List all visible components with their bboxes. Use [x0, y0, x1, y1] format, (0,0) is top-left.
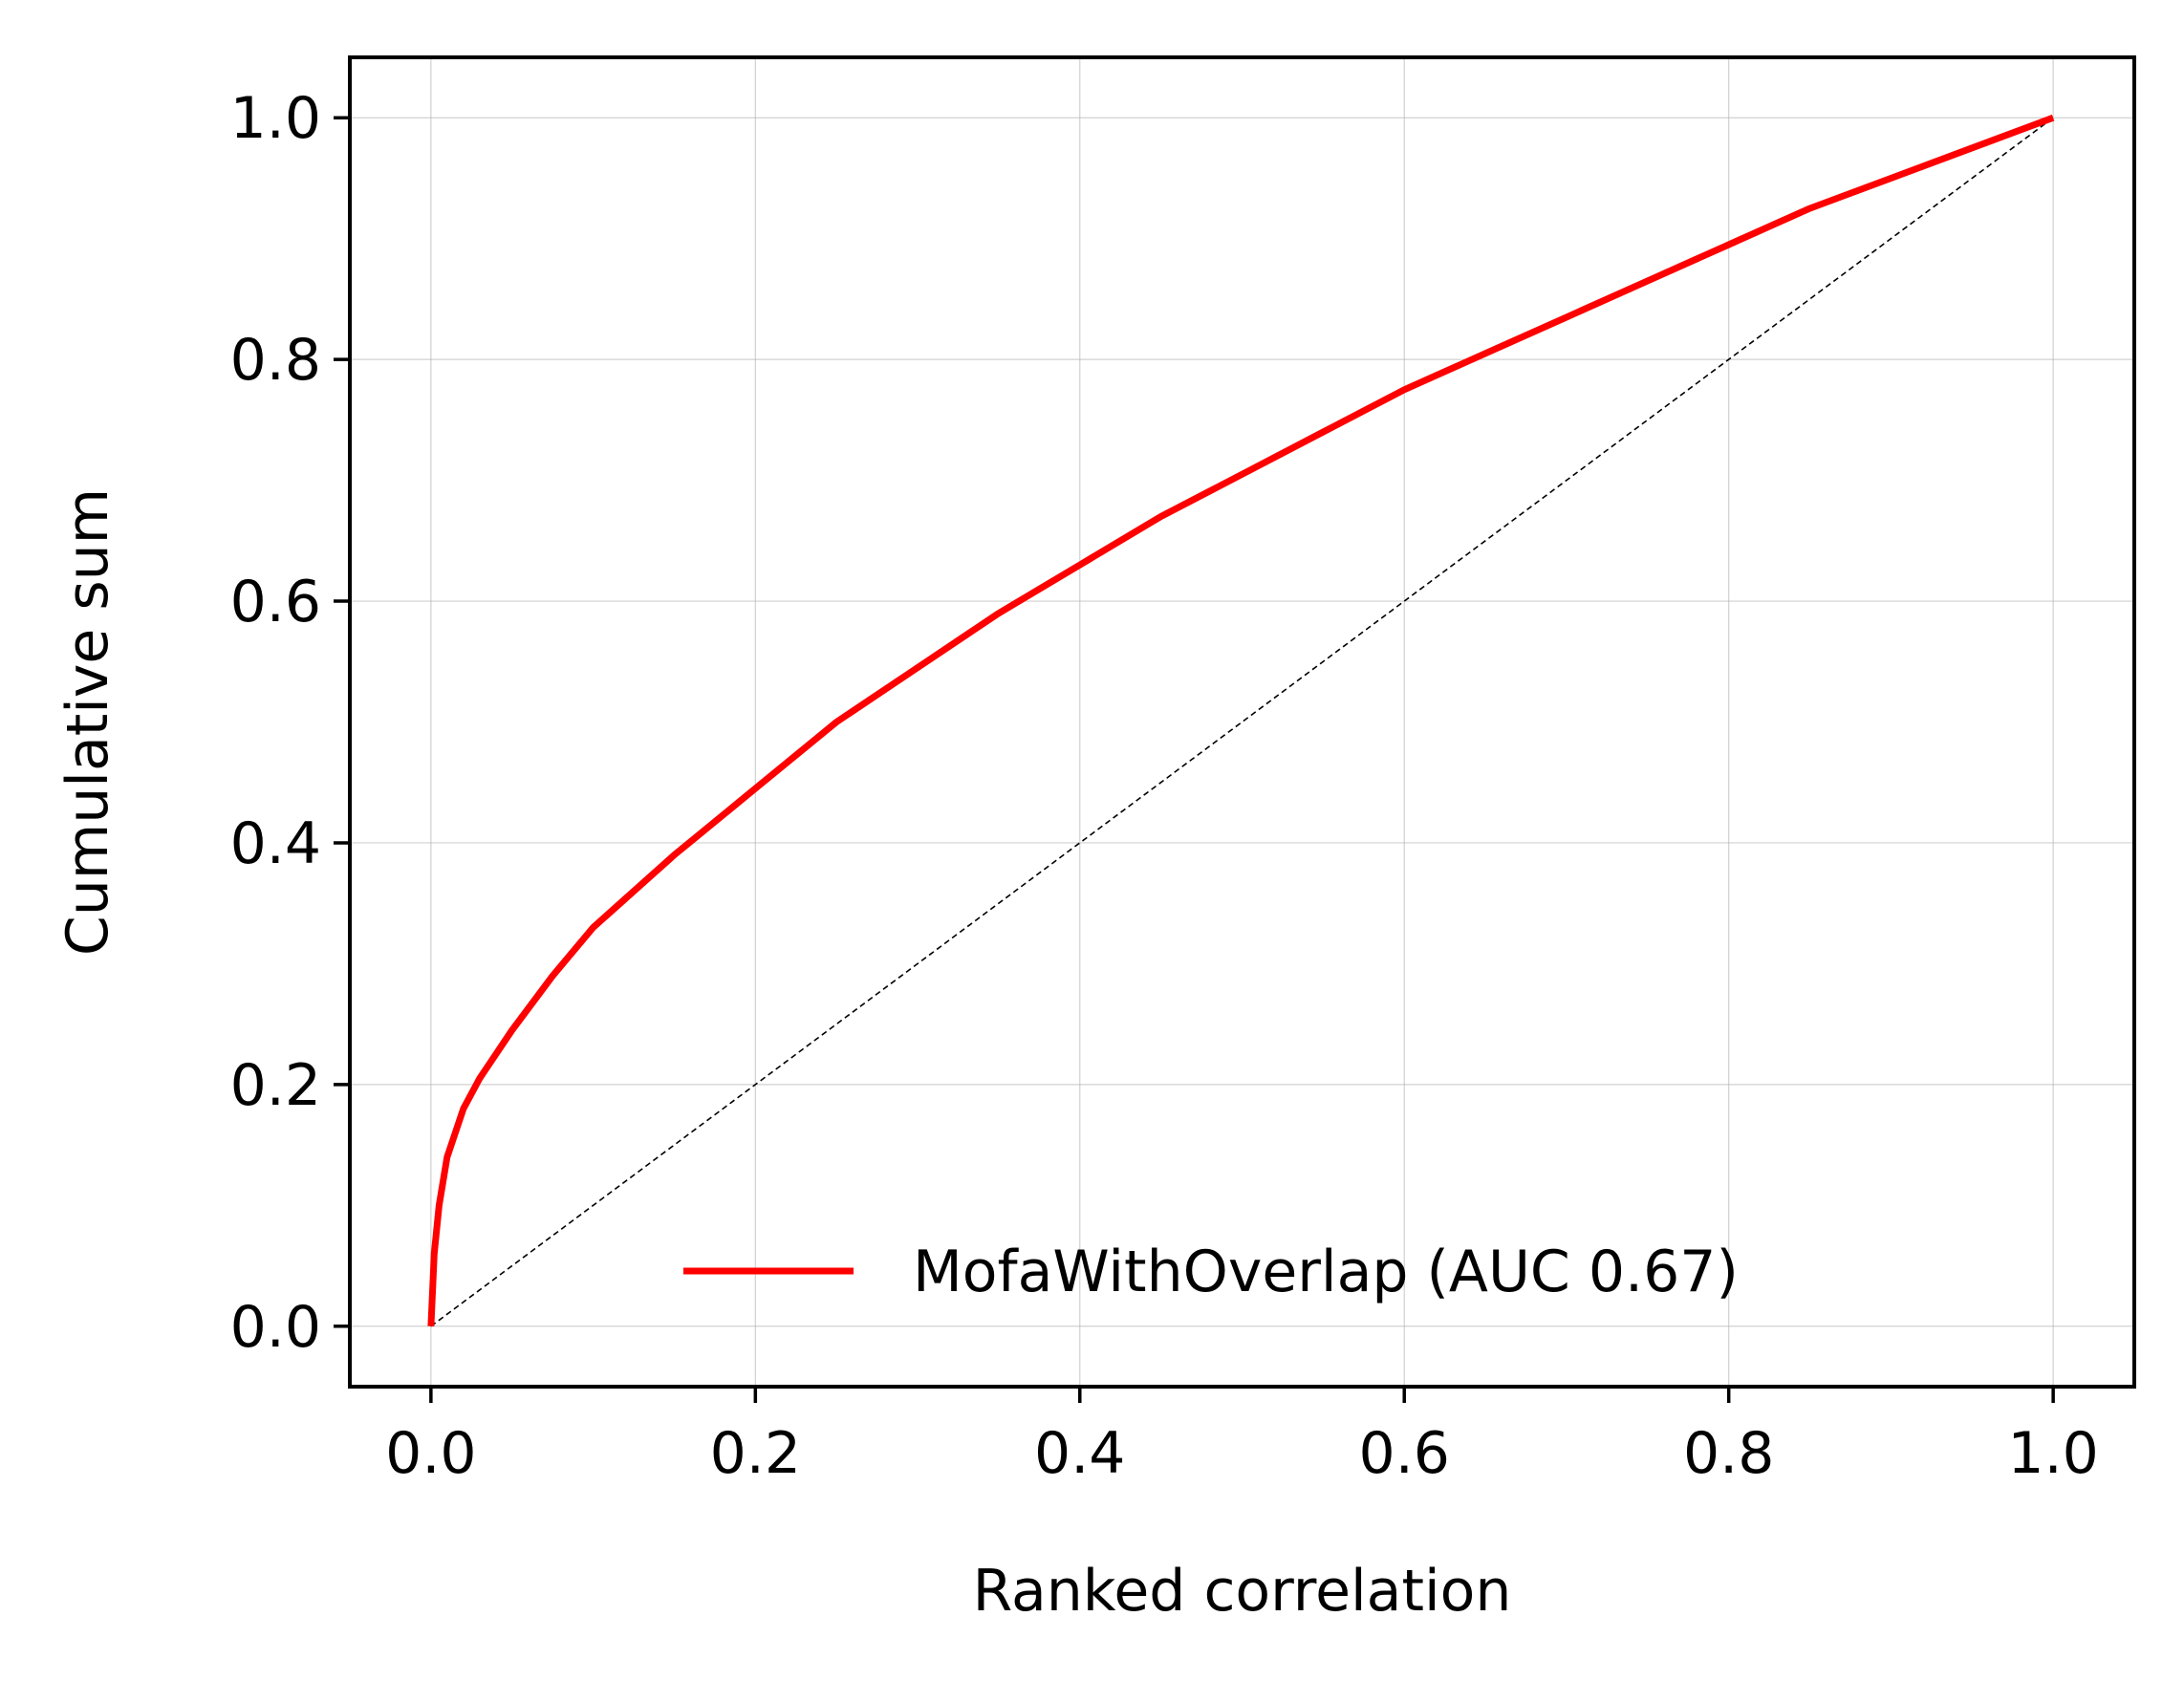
x-axis-ticks: 0.0 0.2 0.4 0.6 0.8 1.0	[385, 1387, 2099, 1487]
x-tick-label: 0.0	[385, 1420, 476, 1487]
x-axis-label: Ranked correlation	[973, 1558, 1512, 1625]
reference-diagonal-line	[430, 117, 2054, 1327]
x-tick-label: 1.0	[2007, 1420, 2098, 1487]
x-tick-label: 0.6	[1359, 1420, 1450, 1487]
y-axis-ticks: 0.0 0.2 0.4 0.6 0.8 1.0	[230, 85, 350, 1361]
grid-lines	[350, 57, 2134, 1387]
x-tick-label: 0.8	[1683, 1420, 1774, 1487]
y-tick-label: 0.2	[230, 1052, 321, 1119]
y-tick-label: 1.0	[230, 85, 321, 152]
reference-line-group	[430, 117, 2054, 1327]
y-tick-label: 0.0	[230, 1294, 321, 1361]
legend: MofaWithOverlap (AUC 0.67)	[683, 1239, 1739, 1305]
y-tick-label: 0.4	[230, 810, 321, 877]
legend-label: MofaWithOverlap (AUC 0.67)	[913, 1239, 1739, 1305]
y-axis-label: Cumulative sum	[54, 488, 121, 956]
series-group	[427, 114, 2055, 1326]
series-line	[427, 114, 2055, 1326]
plot-frame	[348, 55, 2136, 1389]
y-tick-label: 0.8	[230, 327, 321, 394]
y-tick-label: 0.6	[230, 569, 321, 636]
x-tick-label: 0.2	[710, 1420, 801, 1487]
x-tick-label: 0.4	[1034, 1420, 1125, 1487]
